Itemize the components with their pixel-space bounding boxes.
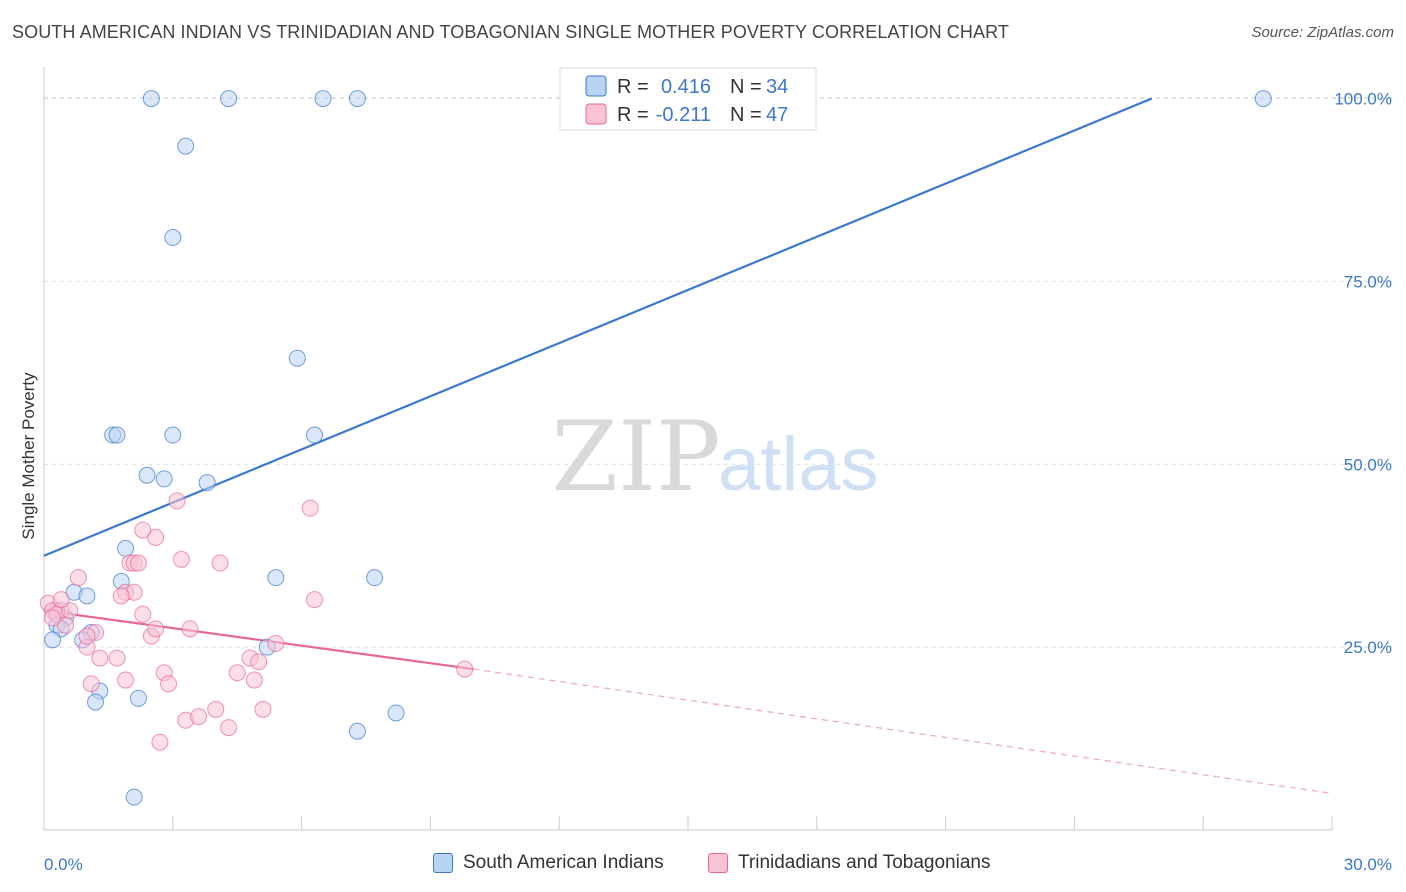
- point-trinidadians-tobagonians: [78, 627, 96, 645]
- watermark-atlas: atlas: [718, 422, 879, 507]
- point-trinidadians-tobagonians: [245, 671, 263, 689]
- point-south-american-indians: [267, 569, 285, 587]
- trend-line-pink: [43, 609, 474, 671]
- legend-swatch-blue: [585, 75, 607, 97]
- watermark-zip: ZIP: [551, 401, 720, 513]
- chart-title: SOUTH AMERICAN INDIAN VS TRINIDADIAN AND…: [12, 22, 1009, 42]
- data-points: [39, 90, 1272, 806]
- point-south-american-indians: [44, 631, 62, 649]
- legend-n-label: N =: [730, 76, 762, 98]
- legend-swatch-pink: [708, 853, 728, 873]
- y-tick-label: 25.0%: [1344, 638, 1392, 657]
- trend-extension-pink: [473, 668, 1333, 795]
- legend-item-south-american-indians: South American Indians: [433, 852, 664, 874]
- point-south-american-indians: [198, 474, 216, 492]
- point-trinidadians-tobagonians: [250, 653, 268, 671]
- point-south-american-indians: [142, 90, 160, 108]
- point-trinidadians-tobagonians: [168, 492, 186, 510]
- point-trinidadians-tobagonians: [134, 521, 152, 539]
- legend-item-trinidadians-and-tobagonians: Trinidadians and Tobagonians: [708, 852, 990, 874]
- point-south-american-indians: [117, 539, 135, 557]
- legend-swatch-pink: [585, 103, 607, 125]
- point-trinidadians-tobagonians: [172, 550, 190, 568]
- y-tick-label: 50.0%: [1344, 455, 1392, 474]
- point-trinidadians-tobagonians: [91, 649, 109, 667]
- y-tick-label: 75.0%: [1344, 272, 1392, 291]
- point-south-american-indians: [78, 587, 96, 605]
- point-south-american-indians: [177, 137, 195, 155]
- point-trinidadians-tobagonians: [147, 528, 165, 546]
- point-south-american-indians: [305, 426, 323, 444]
- trend-lines: [43, 97, 1333, 795]
- stats-legend: R = 0.416 N = 34 R = -0.211 N = 47: [559, 67, 817, 131]
- point-trinidadians-tobagonians: [181, 620, 199, 638]
- point-trinidadians-tobagonians: [134, 605, 152, 623]
- point-trinidadians-tobagonians: [220, 719, 238, 737]
- point-south-american-indians: [314, 90, 332, 108]
- point-south-american-indians: [288, 349, 306, 367]
- chart-source: Source: ZipAtlas.com: [1251, 24, 1394, 41]
- point-south-american-indians: [108, 426, 126, 444]
- point-trinidadians-tobagonians: [228, 664, 246, 682]
- point-trinidadians-tobagonians: [44, 609, 62, 627]
- point-south-american-indians: [138, 466, 156, 484]
- point-south-american-indians: [125, 788, 143, 806]
- point-south-american-indians: [220, 90, 238, 108]
- gridlines: [44, 97, 1392, 648]
- trend-line-blue: [43, 97, 1153, 557]
- point-trinidadians-tobagonians: [254, 700, 272, 718]
- legend-n-value: 34: [766, 76, 788, 98]
- point-trinidadians-tobagonians: [52, 591, 70, 609]
- axes: [43, 67, 1333, 831]
- point-trinidadians-tobagonians: [190, 708, 208, 726]
- point-south-american-indians: [348, 90, 366, 108]
- point-trinidadians-tobagonians: [301, 499, 319, 517]
- point-trinidadians-tobagonians: [160, 675, 178, 693]
- bottom-legend: South American Indians Trinidadians and …: [0, 850, 1406, 880]
- point-south-american-indians: [348, 722, 366, 740]
- point-trinidadians-tobagonians: [207, 700, 225, 718]
- point-trinidadians-tobagonians: [456, 660, 474, 678]
- point-south-american-indians: [129, 689, 147, 707]
- point-trinidadians-tobagonians: [56, 616, 74, 634]
- point-south-american-indians: [155, 470, 173, 488]
- point-south-american-indians: [366, 569, 384, 587]
- point-south-american-indians: [164, 426, 182, 444]
- point-trinidadians-tobagonians: [108, 649, 126, 667]
- x-tick-label-max: 30.0%: [1344, 855, 1392, 874]
- legend-label: Trinidadians and Tobagonians: [738, 852, 991, 873]
- point-trinidadians-tobagonians: [151, 733, 169, 751]
- point-trinidadians-tobagonians: [117, 671, 135, 689]
- point-trinidadians-tobagonians: [211, 554, 229, 572]
- legend-n-label: N =: [730, 104, 762, 126]
- point-trinidadians-tobagonians: [267, 634, 285, 652]
- point-trinidadians-tobagonians: [69, 569, 87, 587]
- point-trinidadians-tobagonians: [147, 620, 165, 638]
- legend-r-label: R =: [617, 76, 649, 98]
- point-trinidadians-tobagonians: [305, 591, 323, 609]
- point-south-american-indians: [87, 693, 105, 711]
- point-trinidadians-tobagonians: [112, 587, 130, 605]
- legend-swatch-blue: [433, 853, 453, 873]
- point-south-american-indians: [387, 704, 405, 722]
- legend-label: South American Indians: [463, 852, 664, 873]
- legend-r-value: 0.416: [661, 76, 711, 98]
- axis-labels: 25.0% 50.0% 75.0% 100.0% 0.0% 30.0% Single Mot…: [19, 90, 1392, 874]
- legend-n-value: 47: [766, 104, 788, 126]
- legend-r-label: R =: [617, 104, 649, 126]
- y-axis-title: Single Mother Poverty: [19, 372, 38, 540]
- point-south-american-indians: [1254, 90, 1272, 108]
- point-trinidadians-tobagonians: [82, 675, 100, 693]
- point-south-american-indians: [164, 229, 182, 247]
- x-tick-label-min: 0.0%: [44, 855, 83, 874]
- legend-r-value: -0.211: [656, 104, 711, 126]
- y-tick-label: 100.0%: [1334, 90, 1392, 109]
- point-trinidadians-tobagonians: [129, 554, 147, 572]
